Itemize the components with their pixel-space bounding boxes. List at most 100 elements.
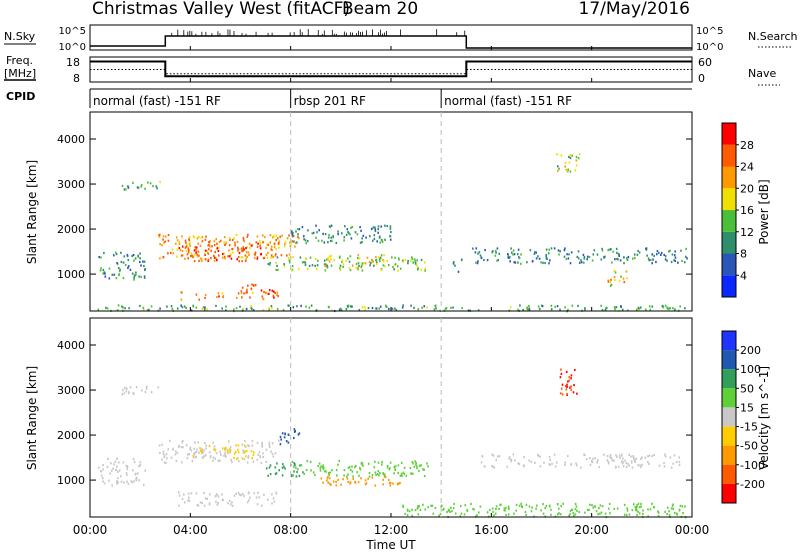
power-cell	[262, 234, 264, 237]
velocity-cell	[400, 472, 403, 475]
power-cell	[242, 250, 245, 253]
power-cell	[357, 254, 360, 257]
velocity-cell	[508, 507, 510, 510]
velocity-colorbar-swatch	[722, 426, 736, 446]
power-cell	[363, 262, 366, 265]
power-cell	[181, 291, 183, 294]
velocity-cell	[679, 504, 682, 507]
power-cell	[512, 253, 514, 256]
power-cell	[316, 264, 319, 267]
velocity-cell	[379, 471, 381, 475]
power-colorbar-swatch	[722, 253, 736, 276]
power-cell	[303, 261, 305, 264]
power-cell	[358, 264, 360, 267]
velocity-cell	[591, 461, 594, 464]
velocity-cell	[570, 377, 572, 380]
velocity-cell	[172, 448, 174, 451]
velocity-cell	[204, 442, 206, 445]
power-cell	[360, 229, 362, 232]
power-cell	[332, 235, 334, 238]
power-cell	[171, 248, 174, 251]
velocity-cell	[325, 470, 327, 473]
cpid-segment-label: normal (fast) -151 RF	[444, 94, 572, 108]
power-cell	[340, 309, 343, 312]
velocity-cell	[542, 503, 544, 506]
power-cell	[674, 259, 676, 263]
velocity-cell	[361, 461, 364, 464]
velocity-cell	[492, 465, 495, 469]
velocity-cell	[224, 446, 227, 449]
power-cell	[230, 257, 233, 260]
power-cell	[121, 184, 124, 187]
velocity-cell	[613, 459, 615, 462]
velocity-cell	[638, 512, 641, 515]
velocity-cell	[195, 455, 197, 458]
velocity-cell	[573, 514, 575, 517]
velocity-cell	[505, 513, 507, 516]
velocity-cell	[672, 507, 674, 510]
power-cell	[152, 185, 154, 188]
velocity-cell	[107, 457, 109, 461]
velocity-cell	[600, 511, 603, 514]
power-cell	[143, 276, 146, 279]
power-colorbar-swatch	[722, 231, 736, 254]
velocity-cell	[130, 480, 132, 483]
power-cell	[274, 254, 276, 257]
nave-tick-top: 60	[698, 56, 712, 69]
velocity-cell	[182, 446, 184, 449]
power-cell	[288, 234, 290, 237]
velocity-cell	[282, 463, 284, 466]
power-cell	[139, 260, 141, 264]
velocity-cell	[384, 473, 386, 476]
velocity-cell	[518, 463, 521, 466]
power-cell	[651, 262, 653, 265]
velocity-cell	[560, 504, 562, 508]
velocity-cell	[214, 449, 217, 452]
power-cell	[556, 305, 559, 308]
power-cell	[370, 261, 372, 264]
velocity-cell	[195, 450, 198, 454]
power-cell	[545, 257, 548, 260]
velocity-cell	[348, 465, 351, 469]
velocity-cell	[536, 504, 538, 507]
power-cell	[262, 309, 265, 312]
velocity-cell	[283, 465, 285, 468]
power-cell	[120, 251, 122, 254]
velocity-cell	[189, 447, 191, 451]
velocity-cell	[253, 451, 255, 454]
power-cell	[235, 233, 238, 237]
power-cell	[176, 248, 179, 251]
velocity-ylabel: Slant Range [km]	[25, 366, 39, 470]
power-cell	[229, 253, 232, 257]
power-cell	[247, 284, 249, 287]
velocity-cell	[408, 510, 411, 513]
velocity-cell	[607, 461, 610, 464]
power-cell	[122, 306, 124, 309]
power-cell	[564, 247, 566, 250]
velocity-cell	[495, 507, 497, 511]
power-cell	[557, 249, 560, 252]
velocity-cell	[256, 503, 259, 506]
freq-label-2: [MHz]	[4, 67, 36, 80]
velocity-cell	[175, 450, 177, 453]
velocity-cell	[165, 453, 168, 456]
velocity-cell	[495, 505, 498, 508]
velocity-cell	[343, 474, 345, 477]
power-cell	[584, 308, 586, 311]
power-cell	[417, 267, 420, 270]
power-cell	[509, 256, 511, 259]
velocity-cell	[647, 460, 649, 464]
velocity-cell	[400, 461, 403, 464]
power-cell	[610, 278, 612, 281]
velocity-cell	[227, 452, 229, 455]
velocity-cell	[672, 503, 674, 506]
power-cell	[369, 264, 371, 267]
velocity-cell	[459, 505, 462, 508]
velocity-cell	[389, 461, 392, 464]
power-cell	[290, 242, 292, 245]
velocity-cell	[627, 462, 629, 466]
velocity-cell	[178, 445, 180, 449]
power-cell	[256, 256, 259, 259]
power-colorbar-tick-label: 24	[740, 161, 754, 174]
velocity-cell	[238, 493, 241, 496]
